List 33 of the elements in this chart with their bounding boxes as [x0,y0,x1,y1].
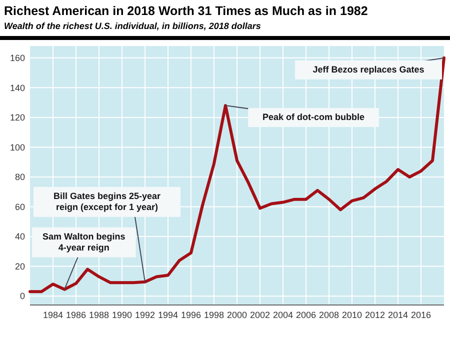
x-tick-label: 1990 [112,310,132,320]
x-tick-label: 1986 [66,310,86,320]
x-tick-label: 1992 [134,310,156,320]
y-tick-label: 40 [14,232,25,242]
x-tick-label: 1994 [158,310,178,320]
x-tick-label: 1996 [180,310,202,320]
y-tick-label: 60 [14,202,25,212]
y-tick-label: 0 [20,291,25,302]
annotation: Jeff Bezos replaces Gates [312,64,424,75]
x-tick-label: 2000 [226,310,248,320]
y-tick-label: 160 [10,53,25,64]
x-tick-label: 2008 [318,310,340,320]
annotation: Peak of dot-com bubble [262,112,365,122]
chart-subtitle: Wealth of the richest U.S. individual, in billions, 2018 dollars [4,21,261,31]
x-tick-label: 2016 [410,310,432,320]
x-tick-label: 1988 [88,310,110,320]
y-tick-label: 140 [10,82,25,93]
x-tick-label: 1984 [42,310,64,320]
y-tick-label: 20 [14,261,25,272]
x-tick-label: 2004 [272,310,294,320]
line-series [28,56,446,294]
y-tick-label: 80 [14,172,25,182]
x-tick-label: 2014 [388,310,408,320]
y-tick-label: 120 [10,112,25,123]
x-tick-label: 2010 [342,310,362,320]
annotation: Sam Walton begins 4-year reign [42,231,126,252]
annotation: Bill Gates begins 25-year reign (except for 1 year) [53,191,162,212]
x-tick-label: 2012 [364,310,386,320]
x-tick-label: 1998 [204,310,224,320]
x-tick-label: 2002 [250,310,270,320]
x-tick-label: 2006 [296,310,316,320]
y-tick-label: 100 [10,142,25,152]
chart-title: Richest American in 2018 Worth 31 Times as Much as in 1982 [4,4,368,18]
